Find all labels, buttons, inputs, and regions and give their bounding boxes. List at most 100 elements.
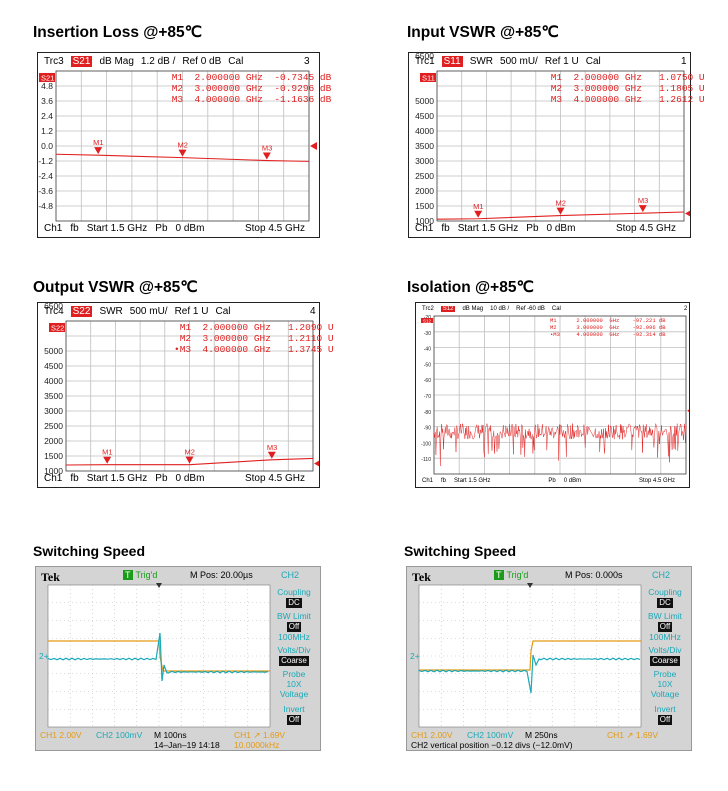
scope-side-menu: Coupling DC BW Limit Off 100MHz Volts/Div Co…	[648, 587, 682, 725]
y-tick-label: 2500	[44, 421, 63, 431]
vna-panel-insertion-loss: Trc3 S21 dB Mag 1.2 dB / Ref 0 dB Cal 3 Ch1 fb S…	[37, 52, 331, 238]
ch2-label: CH2	[281, 570, 300, 580]
y-tick-label: -60	[424, 378, 431, 384]
y-tick-label: -70	[424, 394, 431, 400]
y-tick-label: -2.4	[38, 171, 53, 181]
y-tick-label: -30	[424, 331, 431, 337]
marker-triangle	[185, 456, 194, 464]
plot-svg: 6500 5000 4500 4000 3500 3000 2500 2000 1500 1000…	[415, 53, 690, 226]
oscilloscope-panel-2: Tek T Trig'd M Pos: 0.000s CH2 Coupling DC…	[406, 566, 692, 751]
trace-line	[65, 457, 314, 466]
marker-label: M3	[267, 443, 277, 452]
y-tick-label: 2000	[44, 436, 63, 446]
marker-triangle	[556, 207, 565, 215]
scope-title-1: Switching Speed	[33, 543, 146, 559]
marker-row: M2 3.000000 GHz -0.9296 dB	[166, 83, 332, 94]
ref-arrow	[310, 142, 317, 150]
marker-triangle	[267, 451, 276, 459]
param-tag-label: S21	[41, 74, 54, 83]
scope-screen	[418, 583, 642, 728]
y-tick-label: 2000	[415, 186, 434, 196]
ref-arrow	[314, 460, 319, 467]
trace-line	[55, 153, 310, 162]
marker-row: M3 4.000000 GHz 1.2612 U	[545, 94, 705, 105]
y-tick-label: 4.8	[41, 81, 53, 91]
plot-svg: 4.8 3.6 2.4 1.2 0.0 -1.2 -2.4 -3.6 -4.8 S21 M1 M2 M3	[38, 70, 317, 222]
y-tick-label: 4500	[44, 361, 63, 371]
scope-title-2: Switching Speed	[404, 543, 517, 559]
marker-label: M1	[473, 202, 483, 211]
marker-row: M2 3.000000 GHz 1.1805 U	[545, 83, 705, 94]
ch2-label: CH2	[652, 570, 671, 580]
chart-title-input-vswr: Input VSWR @+85℃	[407, 24, 559, 41]
marker-row: •M3 4.000000 GHz 1.3745 U	[174, 344, 334, 355]
trigger-pos-marker	[156, 583, 162, 588]
m-pos: M Pos: 20.00µs	[190, 570, 253, 580]
y-tick-label: 4500	[415, 111, 434, 121]
y-tick-label: -40	[424, 347, 431, 353]
vna-panel-input-vswr: Trc1 S11 SWR 500 mU/Ref 1 U Cal 1 Ch1 fb Start …	[408, 52, 705, 238]
plot-frame	[55, 70, 310, 222]
marker-triangle	[262, 152, 271, 160]
ref-arrow	[687, 409, 689, 413]
vna-panel-output-vswr: Trc4 S22 SWR 500 mU/Ref 1 U Cal 4 Ch1 fb Start …	[37, 302, 334, 488]
param-tag	[420, 73, 436, 82]
chart-title-isolation: Isolation @+85℃	[407, 279, 534, 296]
vna-panel-isolation: Trc2 S12 dB Mag 10 dB / Ref -60 dB Cal 2 Ch1 fb…	[415, 302, 690, 488]
y-tick-label: 3000	[44, 406, 63, 416]
ch1-waveform	[419, 640, 641, 671]
y-tick-label: -50	[424, 362, 431, 368]
y-tick-label: 3500	[415, 141, 434, 151]
ch2-waveform	[47, 632, 269, 682]
param-tag-label: S12	[423, 319, 432, 324]
y-tick-label: -3.6	[38, 186, 53, 196]
marker-table: M1 2.000000 GHz -0.7345 dB M2 3.000000 G…	[166, 72, 332, 105]
scope-side-menu: Coupling DC BW Limit Off 100MHz Volts/Div Co…	[277, 587, 311, 725]
y-tick-label: 1500	[415, 201, 434, 211]
marker-table: M1 2.000000 GHz 1.0750 U M2 3.000000 GHz…	[545, 72, 705, 105]
marker-row: M2 3.000000 GHz -92.996 dB	[550, 324, 666, 331]
marker-row: M1 2.000000 GHz 1.2090 U	[174, 322, 334, 333]
param-tag	[39, 73, 55, 82]
marker-table: M1 2.000000 GHz 1.2090 U M2 3.000000 GHz…	[174, 322, 334, 355]
y-tick-label: -110	[421, 457, 431, 463]
param-tag	[421, 318, 433, 323]
marker-row: M1 2.000000 GHz -0.7345 dB	[166, 72, 332, 83]
marker-row: M3 4.000000 GHz -1.1636 dB	[166, 94, 332, 105]
marker-table: M1 2.000000 GHz -97.221 dB M2 3.000000 GH…	[550, 317, 666, 338]
ch2-waveform	[418, 654, 641, 694]
plot-frame	[436, 70, 685, 222]
ref-arrow	[685, 210, 690, 217]
y-tick-label: 5000	[415, 96, 434, 106]
marker-label: M2	[556, 199, 566, 208]
y-tick-label: 3500	[44, 391, 63, 401]
param-tag-label: S22	[51, 324, 64, 333]
y-tick-label: 1500	[44, 451, 63, 461]
marker-row: M1 2.000000 GHz -97.221 dB	[550, 317, 666, 324]
marker-row: M1 2.000000 GHz 1.0750 U	[545, 72, 705, 83]
y-tick-label: 3.6	[41, 96, 53, 106]
y-tick-label: -4.8	[38, 201, 53, 211]
y-tick-label: 1.2	[41, 126, 53, 136]
scope-screen	[47, 583, 271, 728]
y-tick-label: 2500	[415, 171, 434, 181]
y-tick-label: 0.0	[41, 141, 53, 151]
trace-line	[436, 211, 685, 220]
y-tick-label: -100	[421, 441, 431, 447]
plot-svg: 6500 5000 4500 4000 3500 3000 2500 2000 1500 1000…	[44, 303, 319, 476]
plot-frame	[433, 315, 687, 475]
marker-label: M3	[262, 144, 272, 153]
chart-title-insertion-loss: Insertion Loss @+85℃	[33, 24, 203, 41]
y-tick-label: -1.2	[38, 156, 53, 166]
chart-title-output-vswr: Output VSWR @+85℃	[33, 279, 198, 296]
tek-logo: Tek	[41, 570, 60, 584]
y-tick-label: 4000	[44, 376, 63, 386]
m-pos: M Pos: 0.000s	[565, 570, 623, 580]
marker-triangle	[94, 147, 103, 155]
marker-label: M1	[93, 138, 103, 147]
param-tag	[49, 323, 65, 332]
y-tick-label: 1000	[415, 216, 434, 226]
marker-row: M2 3.000000 GHz 1.2110 U	[174, 333, 334, 344]
y-tick-label: 2.4	[41, 111, 53, 121]
y-tick-label: 4000	[415, 126, 434, 136]
